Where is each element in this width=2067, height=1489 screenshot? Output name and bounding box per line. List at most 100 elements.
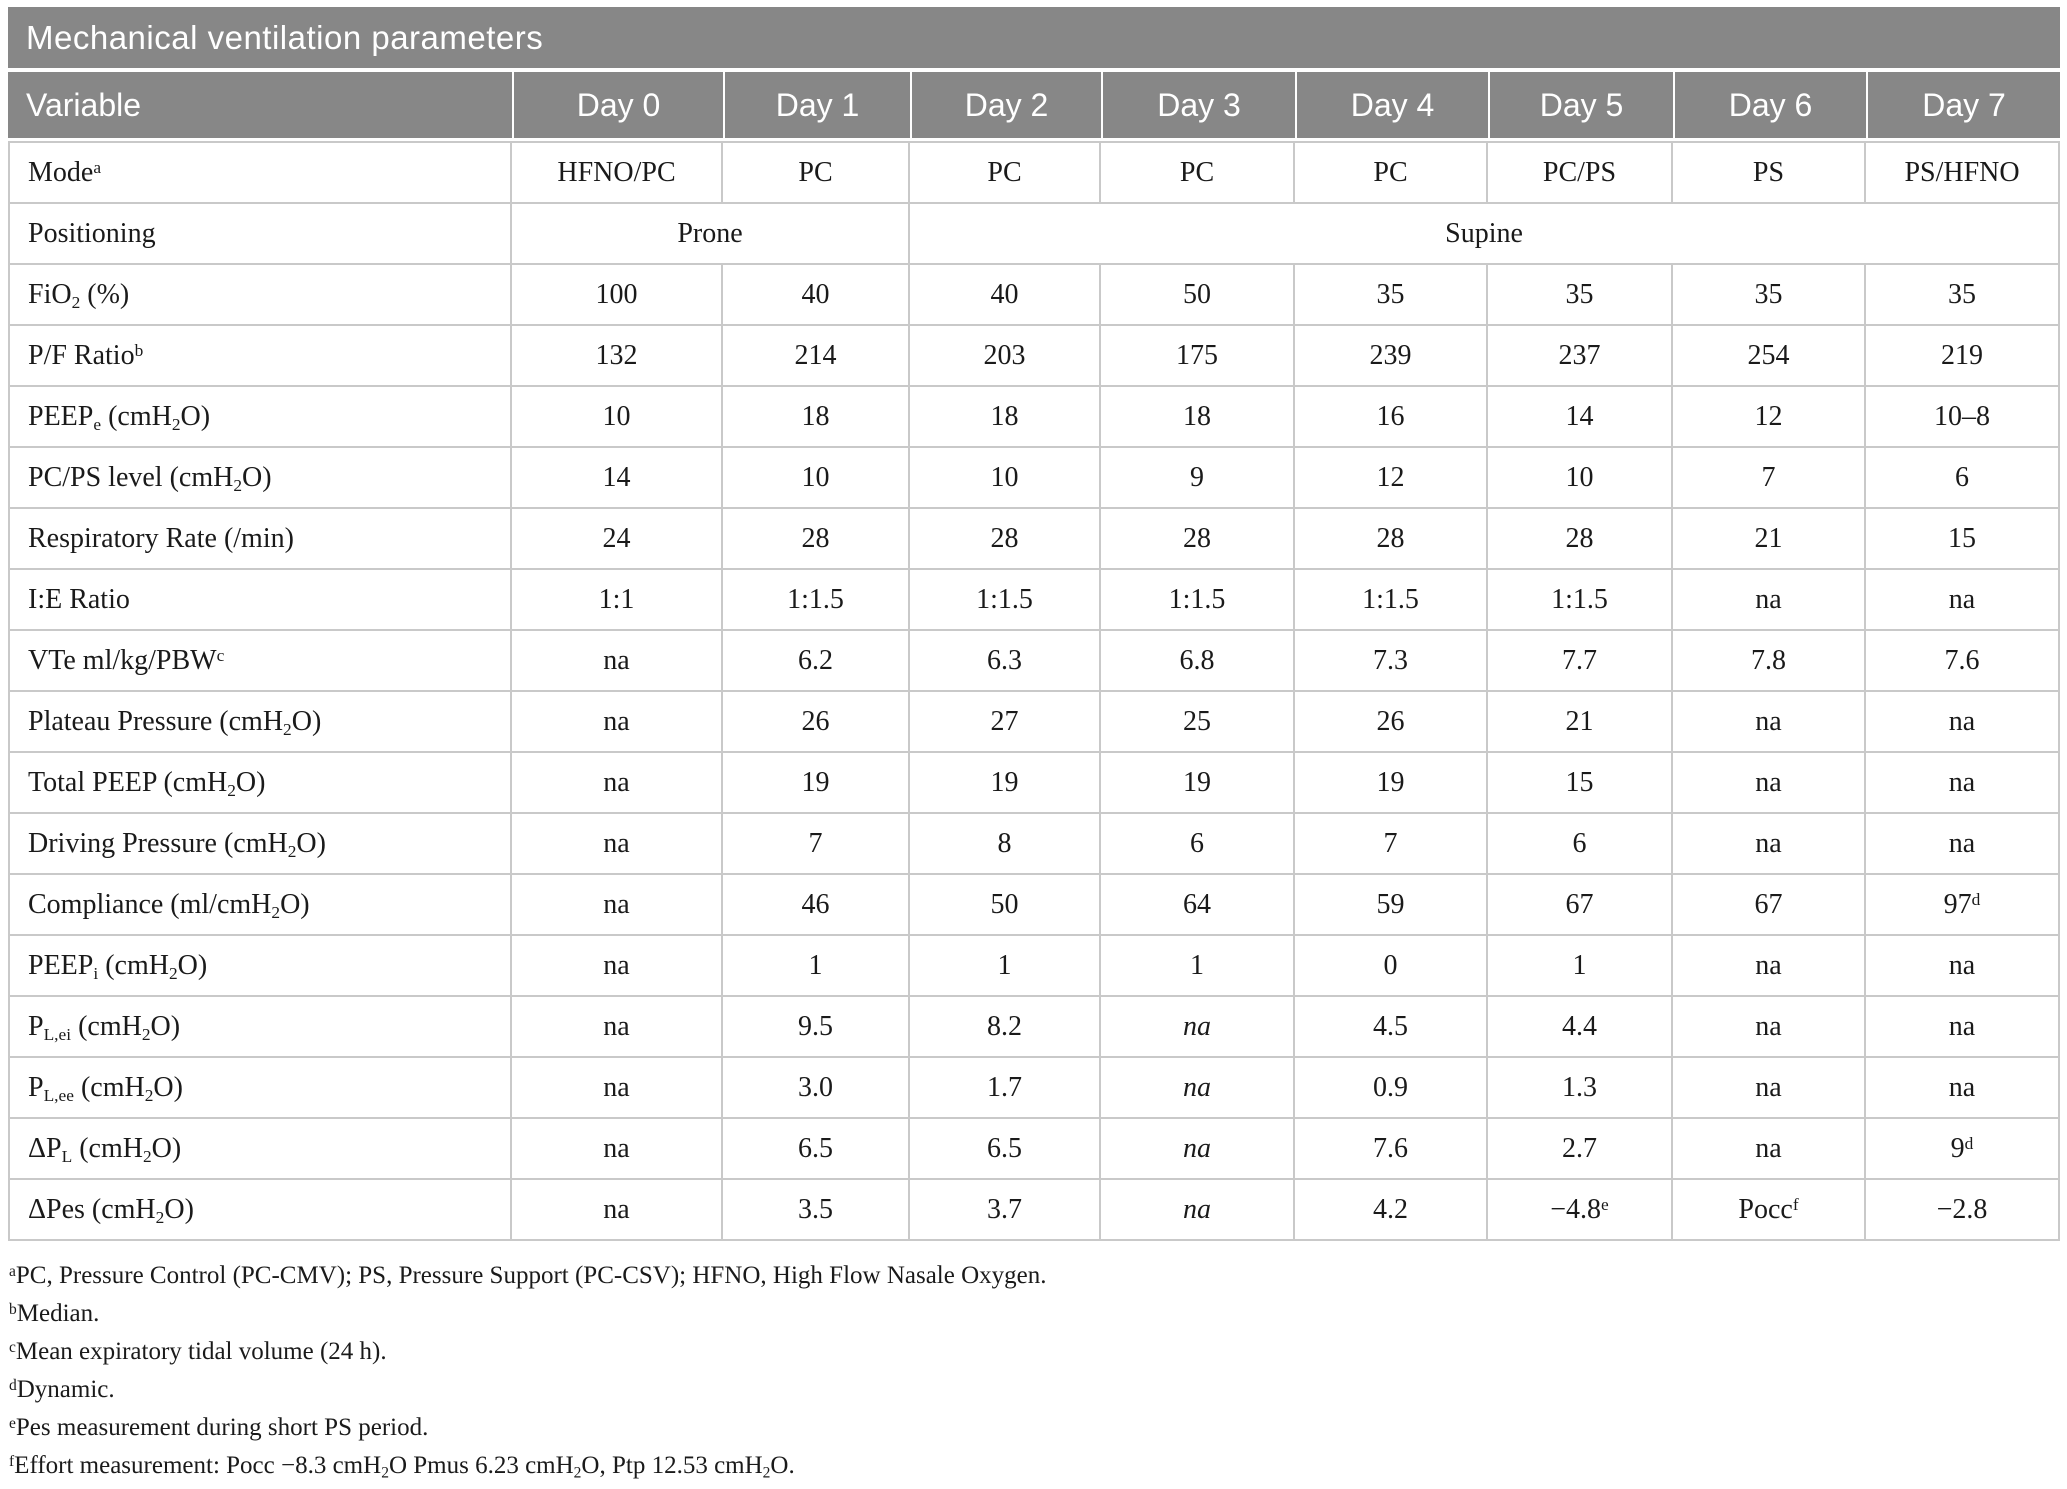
row-label: Positioning <box>8 204 512 265</box>
value-cell: 1:1.5 <box>1488 570 1673 631</box>
table-row: Driving Pressure (cmH2O) na 7 8 6 7 6 na na <box>8 814 2061 875</box>
row-label: Plateau Pressure (cmH2O) <box>8 692 512 753</box>
value-cell: 10 <box>910 448 1101 509</box>
value-cell: 28 <box>1488 509 1673 570</box>
value-cell: PC <box>910 141 1101 204</box>
value-cell: PC/PS <box>1488 141 1673 204</box>
table-row: ΔPL (cmH2O) na 6.5 6.5 na 7.6 2.7 na 9d <box>8 1119 2061 1180</box>
row-label: PC/PS level (cmH2O) <box>8 448 512 509</box>
table-row: PEEPi (cmH2O) na 1 1 1 0 1 na na <box>8 936 2061 997</box>
table-row: FiO2 (%) 100 40 40 50 35 35 35 35 <box>8 265 2061 326</box>
row-label: Total PEEP (cmH2O) <box>8 753 512 814</box>
value-cell: 214 <box>723 326 910 387</box>
value-cell: na <box>512 875 723 936</box>
value-cell: Supine <box>910 204 2061 265</box>
value-cell: 26 <box>723 692 910 753</box>
table-row: Positioning Prone Supine <box>8 204 2061 265</box>
value-cell: PC <box>1295 141 1488 204</box>
value-cell: 14 <box>512 448 723 509</box>
value-cell: 1.3 <box>1488 1058 1673 1119</box>
footnote: dDynamic. <box>9 1376 115 1403</box>
table-row: PEEPe (cmH2O) 10 18 18 18 16 14 12 10–8 <box>8 387 2061 448</box>
value-cell: 7 <box>1673 448 1866 509</box>
value-cell: na <box>512 997 723 1058</box>
row-label: PEEPe (cmH2O) <box>8 387 512 448</box>
value-cell: 175 <box>1101 326 1295 387</box>
value-cell: 1:1.5 <box>723 570 910 631</box>
value-cell: 237 <box>1488 326 1673 387</box>
value-cell: na <box>512 1058 723 1119</box>
row-label: Modea <box>8 141 512 204</box>
footnote: ePes measurement during short PS period. <box>9 1414 429 1441</box>
row-label: FiO2 (%) <box>8 265 512 326</box>
value-cell: 25 <box>1101 692 1295 753</box>
value-cell: 24 <box>512 509 723 570</box>
value-cell: PS <box>1673 141 1866 204</box>
value-cell: 16 <box>1295 387 1488 448</box>
value-cell: 28 <box>1101 509 1295 570</box>
value-cell: 7.8 <box>1673 631 1866 692</box>
value-cell: 254 <box>1673 326 1866 387</box>
table-row: P/F Ratiob 132 214 203 175 239 237 254 219 <box>8 326 2061 387</box>
value-cell: na <box>1673 936 1866 997</box>
value-cell: na <box>1673 753 1866 814</box>
value-cell: 18 <box>910 387 1101 448</box>
value-cell: 2.7 <box>1488 1119 1673 1180</box>
value-cell: 50 <box>1101 265 1295 326</box>
row-label: PL,ei (cmH2O) <box>8 997 512 1058</box>
value-cell: PC <box>723 141 910 204</box>
value-cell: 7.7 <box>1488 631 1673 692</box>
value-cell: 132 <box>512 326 723 387</box>
row-label: P/F Ratiob <box>8 326 512 387</box>
column-header-day0: Day 0 <box>512 72 723 141</box>
value-cell: 10 <box>1488 448 1673 509</box>
value-cell: 10 <box>723 448 910 509</box>
value-cell: 6.5 <box>723 1119 910 1180</box>
value-cell: 8.2 <box>910 997 1101 1058</box>
value-cell: 0.9 <box>1295 1058 1488 1119</box>
value-cell: 239 <box>1295 326 1488 387</box>
value-cell: 8 <box>910 814 1101 875</box>
value-cell: na <box>1673 692 1866 753</box>
value-cell: 4.5 <box>1295 997 1488 1058</box>
column-header-variable: Variable <box>8 72 512 141</box>
value-cell: PS/HFNO <box>1866 141 2061 204</box>
value-cell: 12 <box>1673 387 1866 448</box>
value-cell: 9.5 <box>723 997 910 1058</box>
value-cell: na <box>1866 753 2061 814</box>
table-row: ΔPes (cmH2O) na 3.5 3.7 na 4.2 −4.8e Poccf −2.8 <box>8 1180 2061 1241</box>
value-cell: 7.6 <box>1295 1119 1488 1180</box>
title-row: Mechanical ventilation parameters <box>8 7 2061 72</box>
value-cell: na <box>512 631 723 692</box>
value-cell: 21 <box>1488 692 1673 753</box>
value-cell: na <box>1673 814 1866 875</box>
value-cell: 26 <box>1295 692 1488 753</box>
value-cell: 203 <box>910 326 1101 387</box>
value-cell: 1:1 <box>512 570 723 631</box>
value-cell: −2.8 <box>1866 1180 2061 1241</box>
row-label: I:E Ratio <box>8 570 512 631</box>
column-header-day3: Day 3 <box>1101 72 1295 141</box>
value-cell: 6.3 <box>910 631 1101 692</box>
row-label: VTe ml/kg/PBWc <box>8 631 512 692</box>
value-cell: na <box>1866 936 2061 997</box>
value-cell: 50 <box>910 875 1101 936</box>
value-cell: 19 <box>1101 753 1295 814</box>
value-cell: 97d <box>1866 875 2061 936</box>
value-cell: 10–8 <box>1866 387 2061 448</box>
value-cell: na <box>1101 1180 1295 1241</box>
value-cell: na <box>512 753 723 814</box>
column-header-day6: Day 6 <box>1673 72 1866 141</box>
ventilation-parameters-table: Mechanical ventilation parameters Variab… <box>8 7 2061 1241</box>
value-cell: 6 <box>1866 448 2061 509</box>
value-cell: na <box>1673 997 1866 1058</box>
value-cell: 7 <box>723 814 910 875</box>
value-cell: 0 <box>1295 936 1488 997</box>
footnotes: aPC, Pressure Control (PC-CMV); PS, Pres… <box>8 1257 2060 1485</box>
value-cell: 35 <box>1295 265 1488 326</box>
value-cell: 9 <box>1101 448 1295 509</box>
value-cell: 6 <box>1488 814 1673 875</box>
row-label: Respiratory Rate (/min) <box>8 509 512 570</box>
row-label: ΔPL (cmH2O) <box>8 1119 512 1180</box>
value-cell: na <box>512 692 723 753</box>
